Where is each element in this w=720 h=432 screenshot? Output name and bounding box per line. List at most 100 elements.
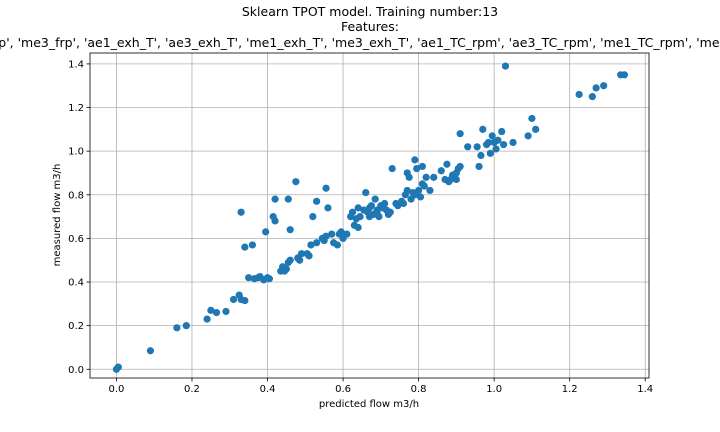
scatter-point [328,230,336,238]
scatter-point [248,241,257,249]
scatter-point [296,256,304,264]
scatter-point [322,184,330,192]
scatter-point [322,232,330,240]
scatter-point [348,208,357,216]
scatter-point [222,307,230,316]
scatter-point [600,82,608,90]
scatter-point [307,241,315,249]
scatter-point [203,315,211,323]
scatter-point [313,197,321,205]
scatter-point [362,188,370,197]
scatter-point [313,239,321,247]
scatter-point [528,114,536,123]
scatter-point [343,230,351,238]
plot-frame [89,52,650,379]
scatter-point [388,165,396,173]
scatter-point [241,243,249,251]
scatter-point [367,202,375,210]
x-tick-label: 1.2 [562,384,578,395]
scatter-point [286,256,294,264]
scatter-point [207,306,215,314]
scatter-point [212,308,221,317]
scatter-point [588,93,596,101]
scatter-point [324,204,332,212]
y-tick-label: 1.4 [68,59,84,70]
y-tick-label: 1.2 [68,103,84,114]
x-tick-label: 1.4 [637,384,653,395]
scatter-point [356,212,364,221]
scatter-point [337,228,345,236]
scatter-point [492,145,500,153]
scatter-point [354,204,362,212]
y-tick-label: 0.6 [68,234,84,245]
scatter-point [426,186,434,195]
x-tick-label: 0.6 [335,384,351,395]
y-tick-label: 0.4 [68,278,84,289]
scatter-point [475,162,483,171]
scatter-point [532,125,540,133]
grid [90,53,649,378]
scatter-point [305,252,313,260]
chart-title-line-2: Features: [341,19,399,34]
scatter-point [484,138,493,147]
scatter-point [405,173,413,181]
scatter-point [146,347,155,355]
y-tick-label: 1.0 [68,147,84,158]
scatter-point [354,223,362,232]
scatter-point [381,199,389,208]
scatter-point [420,182,428,190]
x-tick-label: 0.2 [184,384,200,395]
scatter-point [509,138,517,147]
scatter-point [399,199,408,208]
y-tick-label: 0.2 [68,321,84,332]
scatter-point [403,186,411,195]
scatter-point [271,217,279,225]
scatter-point [494,136,502,144]
scatter-point [411,156,419,164]
scatter-point [456,130,464,138]
x-tick-label: 0.4 [260,384,276,395]
scatter-point [456,162,464,171]
chart-title-line-1: Sklearn TPOT model. Training number:13 [242,4,498,19]
scatter-point [309,212,317,221]
scatter-point [173,324,181,332]
scatter-point [271,195,279,203]
scatter-point [282,265,291,273]
scatter-point [592,84,600,92]
scatter-points [112,62,629,373]
x-tick-label: 0.8 [411,384,427,395]
scatter-point [415,186,423,195]
scatter-point [620,71,629,79]
scatter-point [488,132,496,140]
scatter-point [452,175,460,184]
scatter-point [418,162,426,171]
scatter-point [416,193,425,201]
scatter-point [229,295,238,304]
scatter-point [284,195,292,203]
y-tick-label: 0.0 [68,365,84,376]
scatter-point [292,178,300,186]
scatter-point [386,208,394,216]
scatter-point [262,228,270,236]
scatter-point [422,173,430,181]
scatter-point [333,241,341,249]
scatter-point [237,208,245,216]
scatter-point [371,195,379,203]
scatter-point [464,143,472,151]
scatter-point [114,363,122,371]
scatter-point [437,167,445,175]
scatter-point [486,149,494,157]
axis-ticks: 0.0 0.2 0.4 0.6 0.8 1.0 1.2 1.4 0.0 0.2 0.4 0.6 0.8 1… [68,59,653,395]
scatter-point [479,125,487,133]
x-axis-label: predicted flow m3/h [319,399,419,410]
scatter-point [473,143,481,151]
scatter-point [245,274,253,282]
scatter-point [265,275,274,283]
scatter-point [498,127,506,136]
scatter-point [286,226,294,234]
scatter-point [524,132,532,140]
y-tick-label: 0.8 [68,190,84,201]
scatter-point [575,90,583,99]
scatter-point [297,250,306,258]
y-axis-label: measured flow m3/h [52,164,63,267]
